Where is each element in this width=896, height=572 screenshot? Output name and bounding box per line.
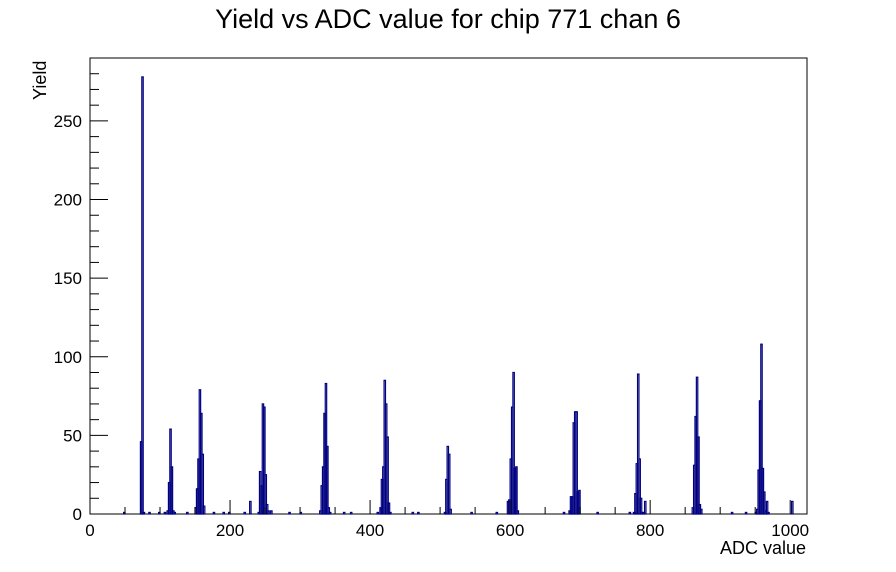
histogram-bin	[327, 507, 331, 515]
histogram-bin	[760, 343, 763, 515]
histogram-bin	[267, 510, 270, 515]
histogram-bin	[342, 511, 346, 515]
histogram-bin	[212, 511, 216, 515]
histogram-bin	[173, 511, 177, 515]
histogram-bin	[263, 406, 266, 515]
chart-title: Yield vs ADC value for chip 771 chan 6	[215, 4, 681, 34]
x-tick-label: 1000	[771, 521, 809, 540]
histogram-bin	[562, 511, 566, 515]
histogram-bin	[643, 500, 647, 515]
histogram-bin	[141, 76, 144, 515]
histogram-bin	[512, 371, 515, 515]
x-tick-label: 400	[356, 521, 384, 540]
histogram-bin	[495, 511, 499, 515]
histogram-bin	[288, 511, 291, 515]
histogram-bin	[578, 489, 581, 515]
histogram-bin	[186, 511, 189, 515]
histogram-bin	[202, 505, 206, 515]
histogram-bin	[265, 503, 269, 515]
y-tick-label: 50	[63, 426, 82, 445]
histogram-bin	[270, 510, 273, 515]
histogram-bin	[628, 511, 632, 515]
histogram-bin	[148, 511, 151, 515]
histogram-bin	[163, 511, 167, 515]
histogram-bin	[765, 500, 769, 515]
histogram-bin	[417, 511, 420, 515]
x-tick-label: 0	[85, 521, 94, 540]
histogram-bin	[349, 511, 353, 515]
histogram-bin	[639, 497, 643, 515]
histogram-bin	[142, 511, 146, 515]
histogram-bin	[638, 458, 641, 515]
histogram-bin	[730, 511, 734, 515]
x-tick-label: 800	[636, 521, 664, 540]
histogram-bin	[170, 466, 174, 515]
histogram-bin	[636, 373, 640, 515]
histogram-bin	[575, 411, 578, 515]
histogram-bin	[387, 502, 391, 515]
y-tick-label: 150	[54, 269, 82, 288]
y-tick-label: 100	[54, 348, 82, 367]
histogram-bin	[699, 508, 703, 515]
histogram-bin	[328, 511, 332, 515]
histogram-bin	[447, 453, 451, 515]
histogram-bin	[243, 511, 247, 515]
histogram-bin	[411, 511, 415, 515]
histogram-bin	[201, 453, 205, 515]
x-axis-label: ADC value	[719, 538, 806, 558]
x-tick-label: 200	[216, 521, 244, 540]
histogram-bin	[767, 511, 770, 515]
histogram-bin	[761, 467, 765, 515]
histogram-bin	[386, 436, 389, 515]
y-tick-label: 250	[54, 112, 82, 131]
histogram-bin	[264, 474, 268, 515]
histogram-bin	[697, 436, 700, 515]
histogram-bin	[516, 510, 520, 515]
y-tick-label: 200	[54, 191, 82, 210]
histogram-bin	[596, 511, 599, 515]
histogram-bin	[449, 508, 452, 515]
histogram-bin	[744, 511, 748, 515]
y-tick-label: 0	[73, 505, 82, 524]
x-tick-label: 600	[496, 521, 524, 540]
histogram-bin	[470, 511, 473, 515]
histogram-bin	[790, 500, 794, 515]
histogram-bin	[249, 500, 252, 515]
histogram-bin	[222, 511, 226, 515]
histogram-bin	[515, 466, 518, 515]
histogram-bin	[376, 511, 380, 515]
histogram-bin	[762, 491, 766, 515]
histogram-bin	[389, 511, 392, 515]
histogram-bin	[326, 445, 329, 515]
